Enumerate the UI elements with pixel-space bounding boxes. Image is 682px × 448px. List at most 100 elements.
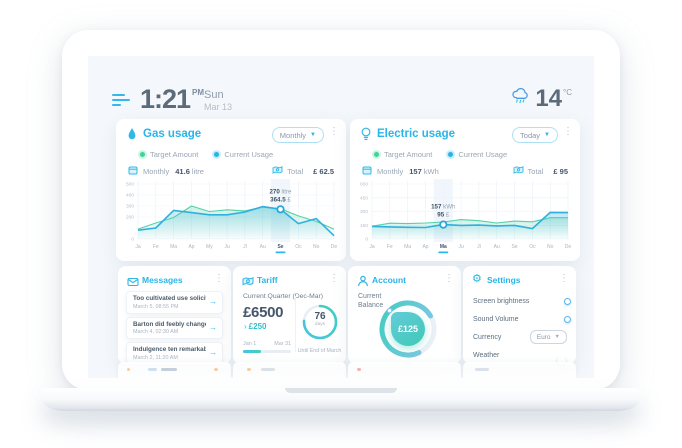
weather: 14 °C [511,87,572,111]
weather-label: Weather [473,351,500,359]
messages-menu-icon[interactable]: ⋮ [214,273,224,284]
gas-period-value: 41.6 [175,166,190,176]
svg-text:Jl: Jl [243,244,247,250]
day-label: Sun [204,89,224,101]
tariff-delta: › £250 [244,322,267,331]
svg-text:Se: Se [511,244,517,250]
electric-range-value: Today [520,130,541,140]
account-card: Account ⋮ Current Balance [348,266,461,364]
bulb-icon [360,127,372,146]
svg-text:0: 0 [131,237,134,243]
currency-label: Currency [473,333,502,341]
chevron-down-icon: ▼ [310,132,316,138]
svg-text:270 litre: 270 litre [269,188,292,195]
message-list: Too cultivated use solicitude March 5, 0… [126,291,223,368]
gas-card-menu-icon[interactable]: ⋮ [329,126,339,137]
svg-text:Ma: Ma [404,244,411,250]
settings-row-volume: Sound Volume [473,313,571,325]
tariff-subtitle: Current Quarter (Dec-Mar) [243,293,324,300]
svg-text:Ju: Ju [458,244,464,250]
increase-icon: › [244,322,247,331]
tariff-period-start: Jan 1 [243,341,257,347]
balance-blob: £125 [391,312,425,346]
electric-info-row: Monthly 157 kWh Total £ 95 [362,165,570,177]
svg-text:400: 400 [126,193,134,199]
next-row-peek [348,362,461,378]
svg-text:Se: Se [277,244,283,250]
svg-text:Ap: Ap [188,244,194,250]
electric-card-menu-icon[interactable]: ⋮ [563,126,573,137]
settings-card: ⚙ Settings ⋮ Screen brightness Sound Vol… [463,266,576,365]
time-meridiem: PM [192,88,205,97]
svg-text:Ap: Ap [422,244,428,250]
svg-text:Oc: Oc [529,244,536,250]
settings-menu-icon[interactable]: ⋮ [559,273,569,284]
message-time: March 4, 02:30 AM [133,329,179,335]
svg-text:Fe: Fe [387,244,393,250]
gas-period-unit: litre [191,166,204,176]
money-icon [242,274,254,292]
electric-usage-chart[interactable]: 0 150 300 450 600 Ja Fe Ma Ap Ma Ju Jl Au Se Oc No De 157… [356,179,574,259]
next-row-peek [463,362,576,378]
calendar-icon [362,165,372,177]
message-subject: Too cultivated use solicitude [133,295,206,302]
temperature-unit: °C [563,88,572,97]
gas-drop-icon [126,127,138,146]
svg-text:Ma: Ma [440,244,447,250]
tariff-period-end: Mar 31 [274,341,291,347]
svg-text:Ja: Ja [135,244,141,250]
svg-text:300: 300 [126,204,134,210]
svg-text:Ju: Ju [224,244,230,250]
gas-legend-current: Current Usage [224,150,274,159]
electric-range-dropdown[interactable]: Today ▼ [512,127,558,143]
days-value: 76 [314,311,326,322]
gas-range-value: Monthly [279,130,307,140]
settings-row-currency: Currency Euro ▼ [473,330,567,344]
laptop-base [40,388,642,411]
laptop-lid: 1:21 PM Sun Mar 13 14 °C [62,30,620,390]
gas-usage-chart[interactable]: 0 200 300 400 500 Ja Fe Ma Ap My Ju Jl Au Se Oc No De 270… [122,179,340,259]
account-title: Account [372,275,406,285]
message-item[interactable]: Barton did feebly change man March 4, 02… [126,316,223,339]
open-arrow-icon[interactable]: → [209,297,217,306]
tariff-amount: £6500 [243,304,284,321]
days-label: days [314,322,326,327]
svg-text:Fe: Fe [153,244,159,250]
electric-total-value: £ 95 [553,166,568,176]
svg-text:157 kWh: 157 kWh [431,204,456,211]
svg-text:364.5 £: 364.5 £ [270,196,291,203]
messages-title: Messages [142,275,183,285]
electric-period-label: Monthly [377,166,404,176]
message-time: March 2, 11:20 AM [133,354,178,361]
menu-icon[interactable] [112,94,130,109]
account-menu-icon[interactable]: ⋮ [444,273,454,284]
settings-title: Settings [487,275,521,285]
settings-row-brightness: Screen brightness [473,295,571,307]
next-row-peek [118,362,231,378]
gas-total-label: Total [287,166,304,176]
gas-range-dropdown[interactable]: Monthly ▼ [271,127,324,143]
tariff-footnote: Until End of March [297,348,342,354]
svg-text:0: 0 [365,237,368,243]
svg-text:Ma: Ma [170,244,177,250]
tariff-progress-bar [243,350,291,353]
tariff-period: Jan 1 Mar 31 [243,341,291,347]
volume-label: Sound Volume [473,315,519,323]
svg-text:Ja: Ja [369,244,375,250]
svg-text:450: 450 [360,195,368,201]
balance-value: £125 [397,324,419,334]
open-arrow-icon[interactable]: → [209,322,217,332]
electric-period-unit: kWh [423,166,439,176]
current-dot-icon [214,152,220,157]
brightness-label: Screen brightness [473,297,530,305]
tariff-menu-icon[interactable]: ⋮ [329,273,339,284]
message-item[interactable]: Too cultivated use solicitude March 5, 0… [126,291,223,314]
gas-usage-card: Gas usage Monthly ▼ ⋮ Target Amount Curr… [116,119,346,261]
gas-legend: Target Amount Current Usage [140,150,273,159]
svg-text:600: 600 [360,182,368,188]
open-arrow-icon[interactable]: → [209,348,217,357]
gas-legend-target: Target Amount [150,150,199,159]
message-time: March 5, 08:55 PM [133,303,179,310]
currency-dropdown[interactable]: Euro ▼ [529,330,567,344]
divider [295,296,296,352]
